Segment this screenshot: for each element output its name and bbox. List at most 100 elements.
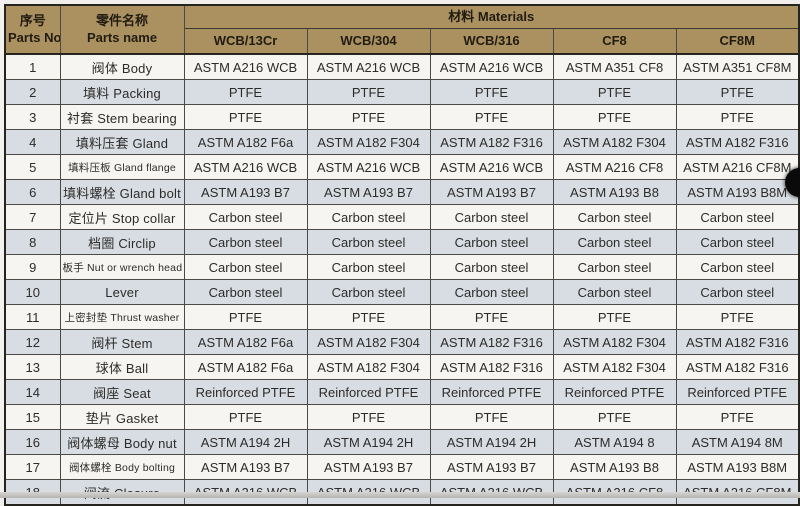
part-name-cell: 球体 Ball bbox=[59, 354, 185, 380]
material-cell: PTFE bbox=[183, 104, 308, 130]
material-cell: ASTM A182 F304 bbox=[552, 354, 677, 380]
col-header-parts-no-en: Parts No. bbox=[8, 29, 60, 45]
col-header-wcb-304: WCB/304 bbox=[306, 28, 431, 55]
part-name-cell: 上密封垫 Thrust washer bbox=[59, 304, 185, 330]
row-number-cell: 6 bbox=[4, 179, 61, 205]
material-cell: ASTM A182 F304 bbox=[306, 129, 431, 155]
row-number-cell: 16 bbox=[4, 429, 61, 455]
material-cell: Carbon steel bbox=[306, 254, 431, 280]
material-cell: ASTM A182 F6a bbox=[183, 354, 308, 380]
table-row: 11 上密封垫 Thrust washer PTFE PTFE PTFE PTFE PTFE bbox=[4, 304, 800, 330]
material-cell: ASTM A194 8 bbox=[552, 429, 677, 455]
part-name-cell: 阀体 Body bbox=[59, 53, 185, 80]
col-header-cf8m: CF8M bbox=[675, 28, 800, 55]
part-name-cell: 填料压板 Gland flange bbox=[59, 154, 185, 180]
material-cell: ASTM A216 WCB bbox=[306, 53, 431, 80]
row-number-cell: 15 bbox=[4, 404, 61, 430]
table-row: 10 Lever Carbon steel Carbon steel Carbon st… bbox=[4, 279, 800, 305]
material-cell: Carbon steel bbox=[183, 254, 308, 280]
material-cell: ASTM A182 F6a bbox=[183, 129, 308, 155]
material-cell: Carbon steel bbox=[429, 229, 554, 255]
material-cell: ASTM A182 F304 bbox=[552, 329, 677, 355]
material-cell: ASTM A193 B7 bbox=[306, 454, 431, 480]
material-cell: Reinforced PTFE bbox=[306, 379, 431, 405]
material-cell: ASTM A193 B8M bbox=[675, 454, 800, 480]
material-cell: Carbon steel bbox=[183, 229, 308, 255]
material-cell: PTFE bbox=[429, 404, 554, 430]
part-name-cell: 板手 Nut or wrench head bbox=[59, 254, 185, 280]
material-cell: ASTM A194 2H bbox=[183, 429, 308, 455]
col-header-parts-name-cn: 零件名称 bbox=[95, 13, 148, 29]
material-cell: Carbon steel bbox=[675, 279, 800, 305]
table-row: 9 板手 Nut or wrench head Carbon steel Carbon… bbox=[4, 254, 800, 280]
material-cell: PTFE bbox=[552, 304, 677, 330]
material-cell: ASTM A216 WCB bbox=[183, 154, 308, 180]
material-cell: ASTM A216 WCB bbox=[429, 154, 554, 180]
material-cell: ASTM A182 F304 bbox=[306, 354, 431, 380]
material-cell: PTFE bbox=[306, 79, 431, 105]
material-cell: ASTM A216 WCB bbox=[429, 53, 554, 80]
part-name-cell: 阀座 Seat bbox=[59, 379, 185, 405]
material-cell: Carbon steel bbox=[552, 279, 677, 305]
table-row: 3 衬套 Stem bearing PTFE PTFE PTFE PTFE PTFE bbox=[4, 104, 800, 130]
material-cell: PTFE bbox=[183, 304, 308, 330]
material-cell: ASTM A182 F6a bbox=[183, 329, 308, 355]
row-number-cell: 8 bbox=[4, 229, 61, 255]
material-cell: PTFE bbox=[429, 104, 554, 130]
col-header-wcb-316: WCB/316 bbox=[429, 28, 554, 55]
material-cell: PTFE bbox=[552, 104, 677, 130]
col-header-cf8: CF8 bbox=[552, 28, 677, 55]
material-cell: ASTM A216 WCB bbox=[306, 154, 431, 180]
material-cell: ASTM A182 F316 bbox=[675, 354, 800, 380]
material-cell: ASTM A351 CF8 bbox=[552, 53, 677, 80]
row-number-cell: 17 bbox=[4, 454, 61, 480]
material-cell: ASTM A182 F316 bbox=[429, 129, 554, 155]
material-cell: ASTM A193 B7 bbox=[429, 179, 554, 205]
material-cell: PTFE bbox=[306, 404, 431, 430]
table-row: 2 填料 Packing PTFE PTFE PTFE PTFE PTFE bbox=[4, 79, 800, 105]
table-row: 14 阀座 Seat Reinforced PTFE Reinforced PTFE R… bbox=[4, 379, 800, 405]
part-name-cell: 档圈 Circlip bbox=[59, 229, 185, 255]
part-name-cell: 阀体螺栓 Body bolting bbox=[59, 454, 185, 480]
material-cell: ASTM A216 CF8 bbox=[552, 154, 677, 180]
material-cell: ASTM A193 B7 bbox=[306, 179, 431, 205]
material-cell: PTFE bbox=[306, 304, 431, 330]
material-cell: Carbon steel bbox=[675, 229, 800, 255]
material-cell: ASTM A351 CF8M bbox=[675, 53, 800, 80]
part-name-cell: Lever bbox=[59, 279, 185, 305]
material-cell: ASTM A182 F316 bbox=[675, 329, 800, 355]
material-cell: PTFE bbox=[429, 304, 554, 330]
col-header-parts-no: 序号 Parts No. bbox=[4, 4, 61, 55]
part-name-cell: 阀杆 Stem bbox=[59, 329, 185, 355]
material-cell: ASTM A182 F316 bbox=[429, 329, 554, 355]
material-cell: Carbon steel bbox=[183, 204, 308, 230]
material-cell: PTFE bbox=[183, 79, 308, 105]
part-name-cell: 定位片 Stop collar bbox=[59, 204, 185, 230]
table-row: 5 填料压板 Gland flange ASTM A216 WCB ASTM A216… bbox=[4, 154, 800, 180]
row-number-cell: 5 bbox=[4, 154, 61, 180]
material-cell: ASTM A216 WCB bbox=[183, 53, 308, 80]
col-header-parts-name: 零件名称 Parts name bbox=[59, 4, 185, 55]
col-header-parts-no-cn: 序号 bbox=[19, 13, 46, 29]
material-cell: ASTM A193 B8M bbox=[675, 179, 800, 205]
binding-hole bbox=[785, 168, 800, 197]
parts-materials-table: 序号 Parts No. 零件名称 Parts name 材料 Material… bbox=[4, 4, 800, 506]
material-cell: PTFE bbox=[552, 404, 677, 430]
table-row: 17 阀体螺栓 Body bolting ASTM A193 B7 ASTM A193… bbox=[4, 454, 800, 480]
col-header-wcb-13cr: WCB/13Cr bbox=[183, 28, 308, 55]
row-number-cell: 12 bbox=[4, 329, 61, 355]
material-cell: PTFE bbox=[675, 79, 800, 105]
material-cell: Carbon steel bbox=[552, 254, 677, 280]
row-number-cell: 13 bbox=[4, 354, 61, 380]
col-header-parts-name-en: Parts name bbox=[86, 29, 158, 45]
table-body: 1 阀体 Body ASTM A216 WCB ASTM A216 WCB ASTM A… bbox=[4, 53, 800, 506]
material-cell: ASTM A194 8M bbox=[675, 429, 800, 455]
material-cell: ASTM A193 B7 bbox=[429, 454, 554, 480]
material-cell: Carbon steel bbox=[306, 204, 431, 230]
material-cell: ASTM A194 2H bbox=[306, 429, 431, 455]
material-cell: ASTM A182 F316 bbox=[675, 129, 800, 155]
materials-group-header: 材料 Materials bbox=[183, 4, 800, 29]
material-cell: Reinforced PTFE bbox=[429, 379, 554, 405]
row-number-cell: 7 bbox=[4, 204, 61, 230]
